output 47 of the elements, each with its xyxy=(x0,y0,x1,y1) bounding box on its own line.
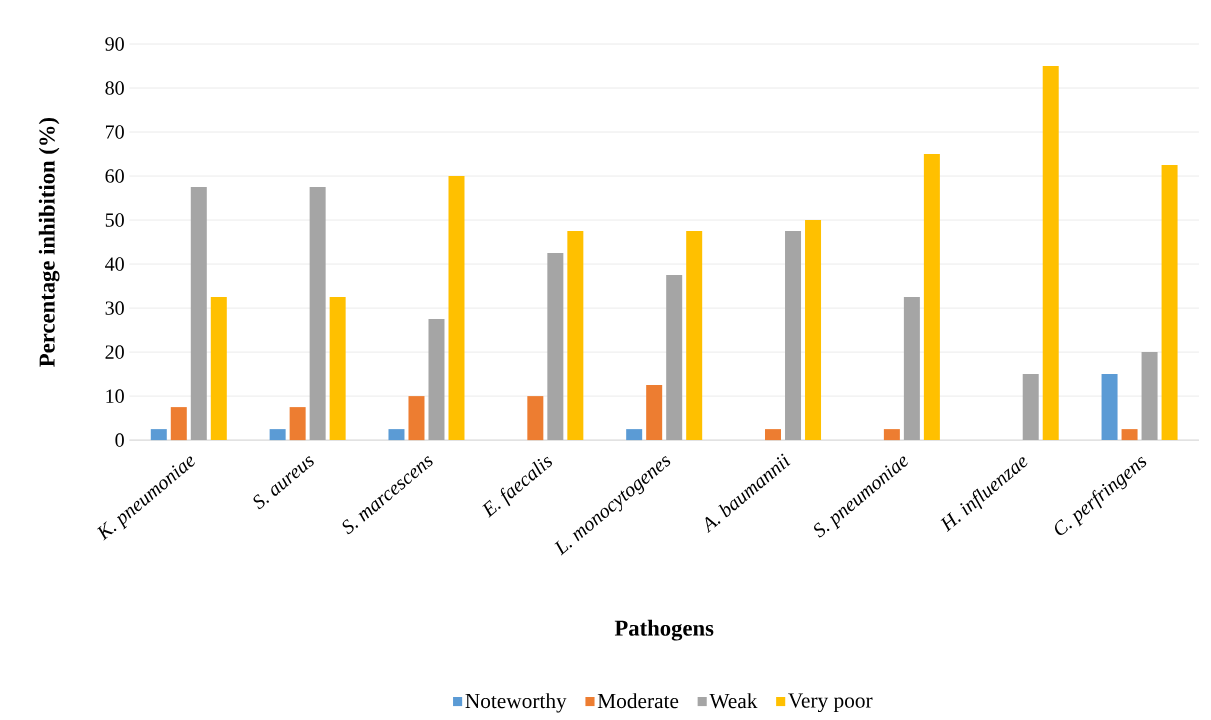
bar xyxy=(567,230,584,441)
y-tick-label: 60 xyxy=(105,169,124,183)
legend-label: Noteworthy xyxy=(465,693,567,713)
bar xyxy=(903,296,920,441)
bar xyxy=(1101,374,1118,441)
y-tick-label: 90 xyxy=(105,37,124,51)
bar xyxy=(309,186,326,441)
bar xyxy=(686,230,703,441)
bar xyxy=(448,175,465,441)
bar xyxy=(1022,374,1039,441)
bar xyxy=(1141,352,1158,441)
bar xyxy=(527,396,544,441)
bar xyxy=(923,153,940,441)
bar xyxy=(883,429,900,441)
y-tick-label: 40 xyxy=(105,257,124,271)
bar xyxy=(428,318,445,441)
bar xyxy=(1121,429,1138,441)
bar xyxy=(210,296,227,441)
bar xyxy=(150,429,167,441)
bar xyxy=(190,186,207,441)
bar xyxy=(329,296,346,441)
bar xyxy=(646,385,663,441)
legend-label: Very poor xyxy=(788,693,873,713)
bar xyxy=(269,429,286,441)
bar xyxy=(666,274,683,441)
legend-label: Weak xyxy=(709,693,758,709)
bar xyxy=(388,429,405,441)
legend-label: Moderate xyxy=(597,693,679,709)
y-tick-label: 80 xyxy=(105,81,124,95)
bar xyxy=(626,429,643,441)
y-tick-label: 0 xyxy=(115,433,124,447)
bar xyxy=(170,407,187,441)
bar xyxy=(765,429,782,441)
y-tick-label: 30 xyxy=(105,301,124,315)
bar xyxy=(289,407,306,441)
bar xyxy=(1042,65,1059,441)
bar xyxy=(1161,164,1178,441)
bar xyxy=(408,396,425,441)
bar xyxy=(547,252,564,441)
bar xyxy=(785,230,802,441)
bar xyxy=(805,219,822,441)
y-tick-label: 50 xyxy=(105,213,124,227)
y-tick-label: 10 xyxy=(106,389,124,403)
y-tick-label: 70 xyxy=(105,125,124,139)
y-tick-label: 20 xyxy=(105,345,124,359)
x-axis-title: Pathogens xyxy=(614,619,714,641)
y-axis-title: Percentage inhibition (%) xyxy=(38,117,60,367)
